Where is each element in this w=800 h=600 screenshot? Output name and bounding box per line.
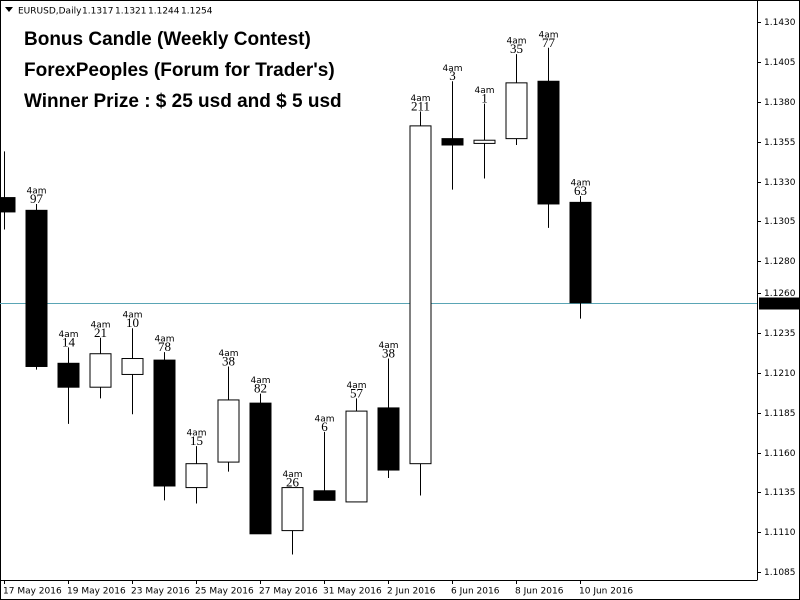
y-tick-label: 1.1380 [764,98,796,108]
current-price-box [759,297,799,310]
candle-body [409,125,432,465]
annotation-value: 63 [574,183,587,198]
overlay-text: Winner Prize : $ 25 usd and $ 5 usd [24,91,342,112]
y-tick-label: 1.1235 [764,329,796,339]
overlay-text: Bonus Candle (Weekly Contest) [24,29,311,50]
annotation-time: 4am [506,37,526,47]
x-tick-label: 23 May 2016 [131,587,190,597]
menu-arrow [5,7,13,12]
annotation-time: 4am [90,320,110,330]
y-tick-label: 1.1110 [764,528,796,538]
annotation-time: 4am [442,64,462,74]
annotation-time: 4am [570,178,590,188]
symbol: EURUSD,Daily [18,7,82,17]
candle-body [121,358,144,375]
candle-body [249,402,272,535]
annotation-value: 82 [254,381,267,396]
annotation-time: 4am [346,381,366,391]
annotation-time: 4am [58,330,78,340]
x-tick-label: 6 Jun 2016 [451,587,500,597]
annotation-value: 78 [158,339,171,354]
annotation-value: 3 [449,68,456,83]
annotation-time: 4am [186,429,206,439]
candle-body [217,399,240,463]
candle-body [153,359,176,487]
y-tick-label: 1.1210 [764,369,796,379]
x-tick-label: 31 May 2016 [323,587,382,597]
annotation-time: 4am [410,94,430,104]
annotation-time: 4am [218,349,238,359]
candle-body [569,201,592,304]
annotation-value: 6 [321,419,328,434]
candle-body [441,138,464,146]
annotation-value: 211 [411,99,430,114]
annotation-value: 26 [286,475,300,490]
annotation-value: 97 [30,191,44,206]
y-tick-label: 1.1260 [764,289,796,299]
annotation-time: 4am [314,414,334,424]
y-tick-label: 1.1355 [764,138,796,148]
annotation-value: 21 [94,325,107,340]
header-value: 1.1244 [148,7,180,17]
annotation-value: 10 [126,315,139,330]
x-tick-label: 19 May 2016 [67,587,126,597]
candle-body [25,209,48,367]
candle-body [537,80,560,205]
y-tick-label: 1.1330 [764,178,796,188]
y-tick-label: 1.1185 [764,409,796,419]
annotation-time: 4am [378,341,398,351]
annotation-value: 1 [481,91,488,106]
annotation-value: 14 [62,334,76,349]
x-tick-label: 25 May 2016 [195,587,254,597]
candle-body [0,197,16,213]
header-value: 1.1317 [82,7,114,17]
x-tick-label: 10 Jun 2016 [579,587,633,597]
x-tick-label: 17 May 2016 [3,587,62,597]
current-price-label: 1.1254 [764,299,796,309]
y-tick-label: 1.1305 [764,217,796,227]
annotation-value: 57 [350,385,364,400]
x-tick-label: 27 May 2016 [259,587,318,597]
annotation-time: 4am [538,30,558,40]
overlay-text: ForexPeoples (Forum for Trader's) [24,60,335,81]
header-value: 1.1321 [115,7,147,17]
annotation-time: 4am [282,470,302,480]
y-tick-label: 1.1405 [764,58,796,68]
header-value: 1.1254 [181,7,213,17]
candle-body [57,362,80,388]
y-tick-label: 1.1430 [764,18,796,28]
annotation-time: 4am [154,335,174,345]
annotation-value: 15 [190,433,203,448]
x-tick-label: 2 Jun 2016 [387,587,436,597]
annotation-time: 4am [250,376,270,386]
candle-body [473,139,496,144]
candle-body [505,82,528,140]
x-tick-label: 8 Jun 2016 [515,587,564,597]
y-tick-label: 1.1280 [764,257,796,267]
candle-body [281,487,304,532]
candle-body [185,463,208,489]
y-tick-label: 1.1160 [764,449,796,459]
annotation-value: 77 [542,35,556,50]
y-tick-label: 1.1135 [764,488,796,498]
candle-body [89,353,112,388]
annotation-time: 4am [474,86,494,96]
annotation-value: 38 [222,353,235,368]
annotation-value: 35 [510,41,523,56]
annotation-value: 38 [382,346,395,361]
annotation-time: 4am [26,186,46,196]
candle-body [345,410,368,503]
candle-body [313,490,336,501]
y-tick-label: 1.1085 [764,568,796,578]
candle-body [377,407,400,471]
annotation-time: 4am [122,311,142,321]
